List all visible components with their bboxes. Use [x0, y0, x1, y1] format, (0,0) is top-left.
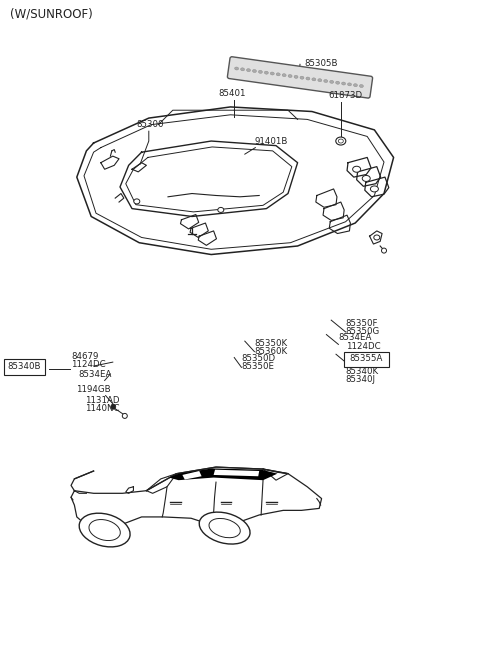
Text: (W/SUNROOF): (W/SUNROOF)	[10, 8, 92, 21]
Ellipse shape	[348, 83, 351, 86]
Ellipse shape	[264, 71, 268, 74]
Ellipse shape	[382, 248, 386, 253]
Ellipse shape	[312, 78, 316, 81]
Ellipse shape	[270, 72, 274, 75]
FancyBboxPatch shape	[4, 359, 45, 375]
Ellipse shape	[235, 67, 239, 70]
Polygon shape	[214, 470, 259, 476]
Ellipse shape	[282, 73, 286, 77]
Text: 85350G: 85350G	[346, 327, 380, 336]
Ellipse shape	[338, 139, 343, 143]
Ellipse shape	[353, 166, 360, 173]
Ellipse shape	[122, 413, 127, 419]
Text: 8534EA: 8534EA	[78, 369, 112, 379]
Ellipse shape	[240, 68, 244, 71]
Ellipse shape	[324, 79, 328, 83]
Text: 85355A: 85355A	[349, 354, 383, 363]
Ellipse shape	[360, 85, 363, 87]
Text: 85340J: 85340J	[346, 375, 375, 384]
Text: 1124DC: 1124DC	[71, 360, 106, 369]
Ellipse shape	[374, 235, 380, 240]
Text: 85350F: 85350F	[346, 319, 378, 328]
Ellipse shape	[134, 199, 140, 204]
Ellipse shape	[247, 69, 251, 72]
Ellipse shape	[89, 520, 120, 541]
Text: 84679: 84679	[71, 352, 98, 361]
Ellipse shape	[306, 77, 310, 80]
Text: 85300: 85300	[137, 120, 164, 129]
Ellipse shape	[300, 76, 304, 79]
Ellipse shape	[252, 70, 256, 73]
Ellipse shape	[209, 518, 240, 538]
Text: 91401B: 91401B	[254, 136, 288, 146]
Ellipse shape	[294, 75, 298, 78]
Text: 1131AD: 1131AD	[85, 396, 120, 405]
Ellipse shape	[218, 207, 224, 213]
Text: 1140NC: 1140NC	[85, 404, 120, 413]
Polygon shape	[169, 468, 277, 480]
Ellipse shape	[111, 404, 116, 409]
Ellipse shape	[371, 186, 378, 192]
Text: 85350D: 85350D	[241, 354, 276, 363]
Ellipse shape	[258, 70, 263, 73]
Ellipse shape	[336, 81, 340, 84]
Ellipse shape	[199, 512, 250, 544]
Ellipse shape	[276, 73, 280, 76]
Ellipse shape	[342, 82, 346, 85]
Ellipse shape	[362, 175, 370, 182]
Text: 85340K: 85340K	[346, 367, 379, 376]
Polygon shape	[182, 471, 202, 480]
FancyBboxPatch shape	[344, 352, 389, 367]
FancyBboxPatch shape	[228, 56, 372, 98]
Text: 61873D: 61873D	[329, 91, 363, 100]
Ellipse shape	[330, 80, 334, 83]
Ellipse shape	[79, 513, 130, 547]
Text: 85360K: 85360K	[254, 346, 288, 356]
Ellipse shape	[318, 79, 322, 82]
Text: 8534EA: 8534EA	[338, 333, 372, 342]
Text: 1124DC: 1124DC	[346, 342, 380, 351]
Text: 85340B: 85340B	[8, 361, 41, 371]
Text: 85305B: 85305B	[305, 59, 338, 68]
Text: 85401: 85401	[218, 89, 246, 98]
Text: 1194GB: 1194GB	[76, 384, 110, 394]
Ellipse shape	[336, 137, 346, 145]
Ellipse shape	[353, 84, 358, 87]
Text: 85350K: 85350K	[254, 338, 288, 348]
Text: 85350E: 85350E	[241, 362, 275, 371]
Ellipse shape	[288, 75, 292, 77]
